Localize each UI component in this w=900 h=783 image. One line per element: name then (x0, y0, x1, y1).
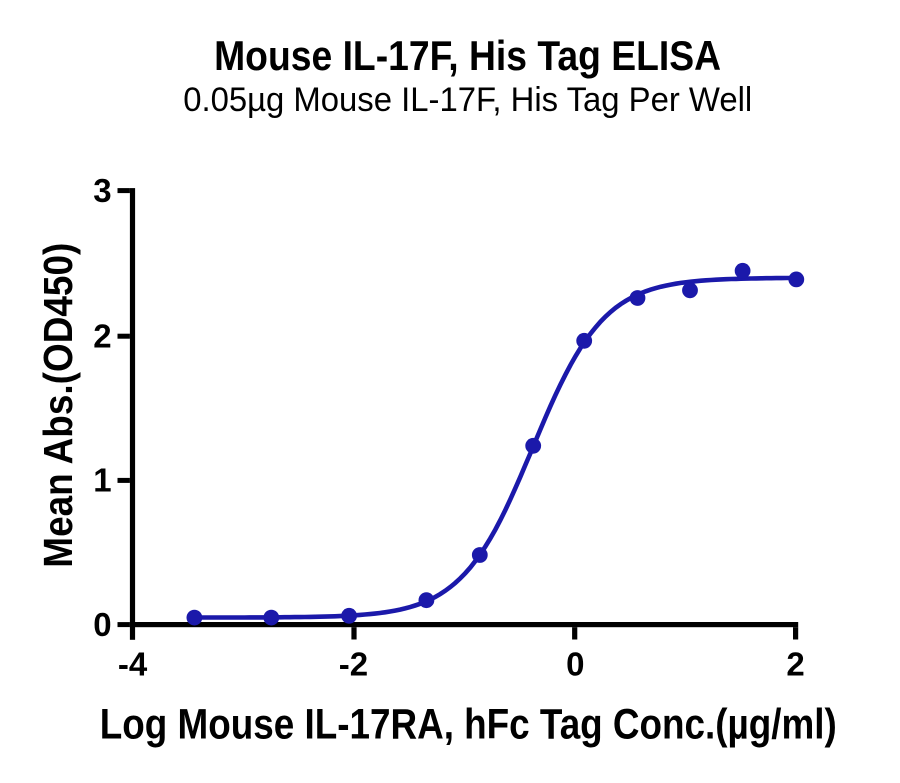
svg-text:0.05µg Mouse IL-17F, His Tag P: 0.05µg Mouse IL-17F, His Tag Per Well (183, 81, 752, 119)
svg-text:1: 1 (93, 462, 111, 499)
svg-text:-2: -2 (339, 646, 368, 683)
svg-text:-4: -4 (118, 646, 148, 683)
svg-text:Log Mouse IL-17RA, hFc Tag Con: Log Mouse IL-17RA, hFc Tag Conc.(µg/ml) (100, 701, 837, 748)
svg-text:0: 0 (93, 606, 111, 643)
svg-text:Mouse IL-17F, His Tag ELISA: Mouse IL-17F, His Tag ELISA (214, 33, 721, 79)
svg-text:2: 2 (786, 646, 804, 683)
svg-text:2: 2 (93, 317, 111, 354)
svg-text:0: 0 (566, 646, 584, 683)
svg-text:3: 3 (93, 172, 111, 209)
svg-text:Mean Abs.(OD450): Mean Abs.(OD450) (35, 243, 81, 568)
